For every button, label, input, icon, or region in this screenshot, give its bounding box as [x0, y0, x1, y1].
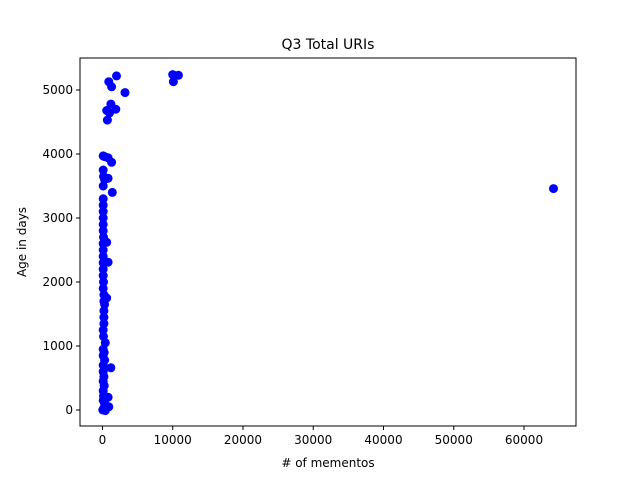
data-point — [98, 245, 108, 255]
data-point — [98, 200, 108, 210]
data-point — [173, 70, 183, 80]
x-tick-label: 60000 — [505, 433, 543, 447]
data-point — [100, 406, 110, 416]
y-tick-label: 4000 — [42, 147, 73, 161]
data-point — [107, 187, 117, 197]
data-point — [98, 213, 108, 223]
chart-title: Q3 Total URIs — [282, 37, 375, 53]
x-axis-label: # of mementos — [281, 456, 374, 470]
data-point — [98, 360, 108, 370]
data-point — [168, 77, 178, 87]
x-tick-label: 10000 — [154, 433, 192, 447]
data-point — [98, 219, 108, 229]
y-tick-label: 5000 — [42, 83, 73, 97]
data-point — [112, 71, 121, 81]
data-point — [98, 165, 108, 175]
data-point — [99, 312, 109, 322]
data-point — [106, 363, 116, 373]
plot-frame — [79, 57, 577, 427]
x-tick-label: 0 — [99, 433, 107, 447]
y-axis: 0 1000 2000 3000 4000 5000 — [42, 83, 80, 417]
y-tick-label: 0 — [65, 403, 73, 417]
data-point — [98, 207, 108, 217]
data-point — [120, 88, 130, 98]
y-tick-label: 2000 — [42, 275, 73, 289]
x-tick-label: 50000 — [435, 433, 473, 447]
data-point — [98, 226, 108, 236]
data-point — [99, 277, 108, 287]
data-point — [102, 237, 112, 247]
x-axis: 0 10000 20000 30000 40000 50000 60000 — [99, 426, 543, 447]
data-point — [107, 82, 117, 92]
data-point — [98, 194, 108, 204]
x-tick-label: 20000 — [224, 433, 262, 447]
data-point — [99, 306, 109, 316]
data-point — [103, 173, 113, 183]
data-point — [98, 325, 108, 335]
data-point — [107, 157, 117, 167]
data-point — [98, 271, 108, 281]
y-tick-label: 1000 — [42, 339, 73, 353]
x-tick-label: 30000 — [294, 433, 332, 447]
y-axis-label: Age in days — [15, 207, 29, 277]
y-tick-label: 3000 — [42, 211, 73, 225]
data-point — [102, 115, 112, 125]
data-points — [98, 70, 558, 416]
x-tick-label: 40000 — [364, 433, 402, 447]
data-point — [98, 264, 108, 274]
data-point — [549, 184, 558, 194]
data-point — [105, 108, 114, 118]
data-point — [103, 257, 113, 267]
data-point — [98, 181, 108, 191]
